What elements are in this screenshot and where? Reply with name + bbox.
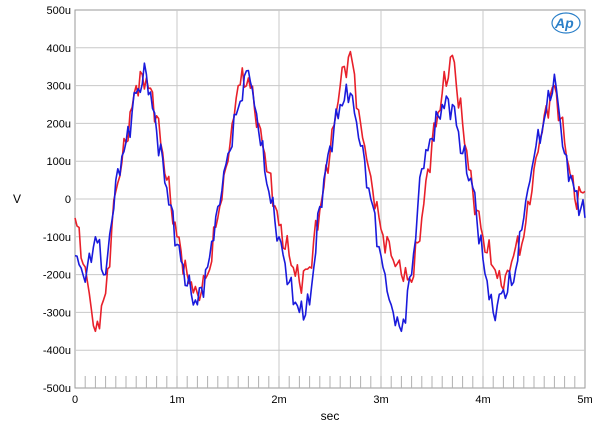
y-tick-label: 400u (47, 43, 71, 55)
minor-ticks (84, 376, 576, 388)
y-tick-label: 500u (47, 5, 71, 17)
series-line-2 (74, 62, 586, 333)
x-tick-label: 4m (475, 394, 490, 406)
x-tick-label: 5m (577, 394, 592, 406)
y-axis-label: V (13, 192, 21, 206)
y-tick-labels: 500u 400u 300u 200u 100u 0 -100u -200u -300u -400… (43, 5, 71, 395)
x-tick-label: 3m (373, 394, 388, 406)
x-tick-label: 0 (72, 394, 78, 406)
y-tick-label: -400u (43, 345, 71, 357)
y-tick-label: -200u (43, 270, 71, 282)
x-tick-label: 2m (271, 394, 286, 406)
x-tick-labels: 0 1m 2m 3m 4m 5m (72, 394, 593, 406)
ap-logo-text: Ap (554, 15, 574, 31)
y-tick-label: 300u (47, 81, 71, 93)
y-tick-label: -100u (43, 232, 71, 244)
x-axis-label: sec (321, 409, 340, 423)
ap-logo: Ap (551, 12, 581, 34)
series-layer (74, 50, 586, 333)
series-line-1 (74, 50, 586, 333)
y-tick-label: -300u (43, 307, 71, 319)
y-tick-label: 200u (47, 118, 71, 130)
x-tick-label: 1m (169, 394, 184, 406)
y-tick-label: 100u (47, 156, 71, 168)
ap-logo-ring (551, 12, 581, 34)
grid (75, 10, 585, 388)
y-tick-label: 0 (65, 194, 71, 206)
y-tick-label: -500u (43, 383, 71, 395)
